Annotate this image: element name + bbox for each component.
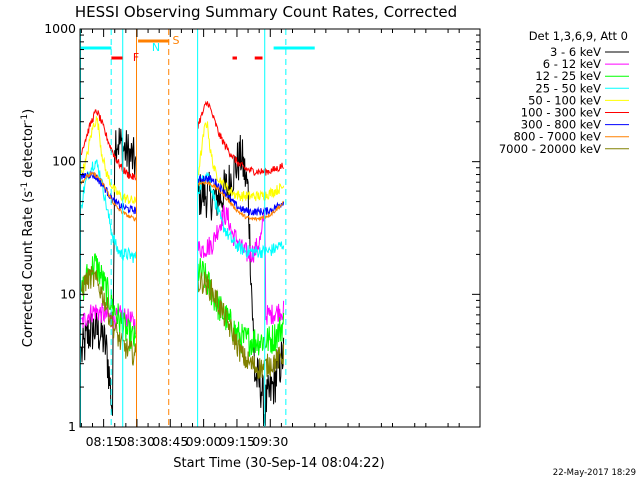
y-tick-label-2: 100: [52, 154, 76, 169]
series-line-7-1: [197, 180, 284, 222]
x-tick-label-5: 09:30: [252, 434, 288, 449]
series-line-6-1: [197, 175, 285, 217]
x-tick-label-3: 09:00: [186, 434, 222, 449]
flag-bar-S-0: [138, 39, 170, 43]
series-line-0-1: [197, 134, 285, 427]
legend-label-4: 50 - 100 keV: [528, 93, 601, 107]
flag-label-S: S: [173, 34, 180, 47]
flag-bar-N-0: [80, 46, 112, 50]
y-tick-label-1: 10: [60, 286, 76, 301]
series-line-4-1: [197, 121, 285, 202]
plot-frame: [79, 28, 481, 428]
legend-label-3: 25 - 50 keV: [535, 81, 601, 95]
flag-label-N: N: [152, 41, 160, 54]
footer-date: 22-May-2017 18:29: [553, 468, 636, 478]
legend-header: Det 1,3,6,9, Att 0: [529, 29, 628, 43]
y-tick-label-0: 1: [68, 419, 76, 434]
y-axis-label: Corrected Count Rate (s-1 detector-1): [20, 109, 36, 347]
series-line-3-1: [197, 172, 285, 259]
x-axis-label: Start Time (30-Sep-14 08:04:22): [173, 456, 384, 471]
flag-bar-F-0: [111, 56, 123, 60]
series-line-5-0: [80, 109, 137, 181]
plot-overlays: [80, 29, 315, 427]
plot-series: [80, 100, 285, 427]
series-line-7-0: [80, 171, 137, 222]
chart-title: HESSI Observing Summary Count Rates, Cor…: [75, 3, 457, 21]
series-line-5-1: [197, 100, 284, 176]
series-line-8-0: [80, 266, 137, 366]
x-tick-label-0: 08:15: [86, 434, 122, 449]
x-tick-label-1: 08:30: [119, 434, 155, 449]
legend-label-7: 800 - 7000 keV: [513, 130, 601, 144]
y-tick-label-3: 1000: [44, 21, 76, 36]
series-line-8-1: [197, 271, 285, 379]
x-tick-label-4: 09:15: [219, 434, 255, 449]
legend-label-8: 7000 - 20000 keV: [499, 142, 601, 156]
series-line-1-1: [197, 205, 285, 325]
legend-label-2: 12 - 25 keV: [535, 69, 601, 83]
flag-bar-N-1: [273, 46, 315, 50]
flag-label-F: F: [133, 51, 139, 64]
legend-label-0: 3 - 6 keV: [550, 45, 601, 59]
flag-bar-F-1: [232, 56, 237, 60]
series-line-0-0: [80, 127, 137, 416]
series-line-2-1: [197, 258, 285, 358]
legend-label-1: 6 - 12 keV: [543, 57, 601, 71]
legend-label-5: 100 - 300 keV: [521, 106, 601, 120]
legend-label-6: 300 - 800 keV: [521, 118, 601, 132]
series-line-4-0: [80, 116, 137, 205]
flag-bar-F-2: [254, 56, 263, 60]
x-tick-label-2: 08:45: [152, 434, 188, 449]
